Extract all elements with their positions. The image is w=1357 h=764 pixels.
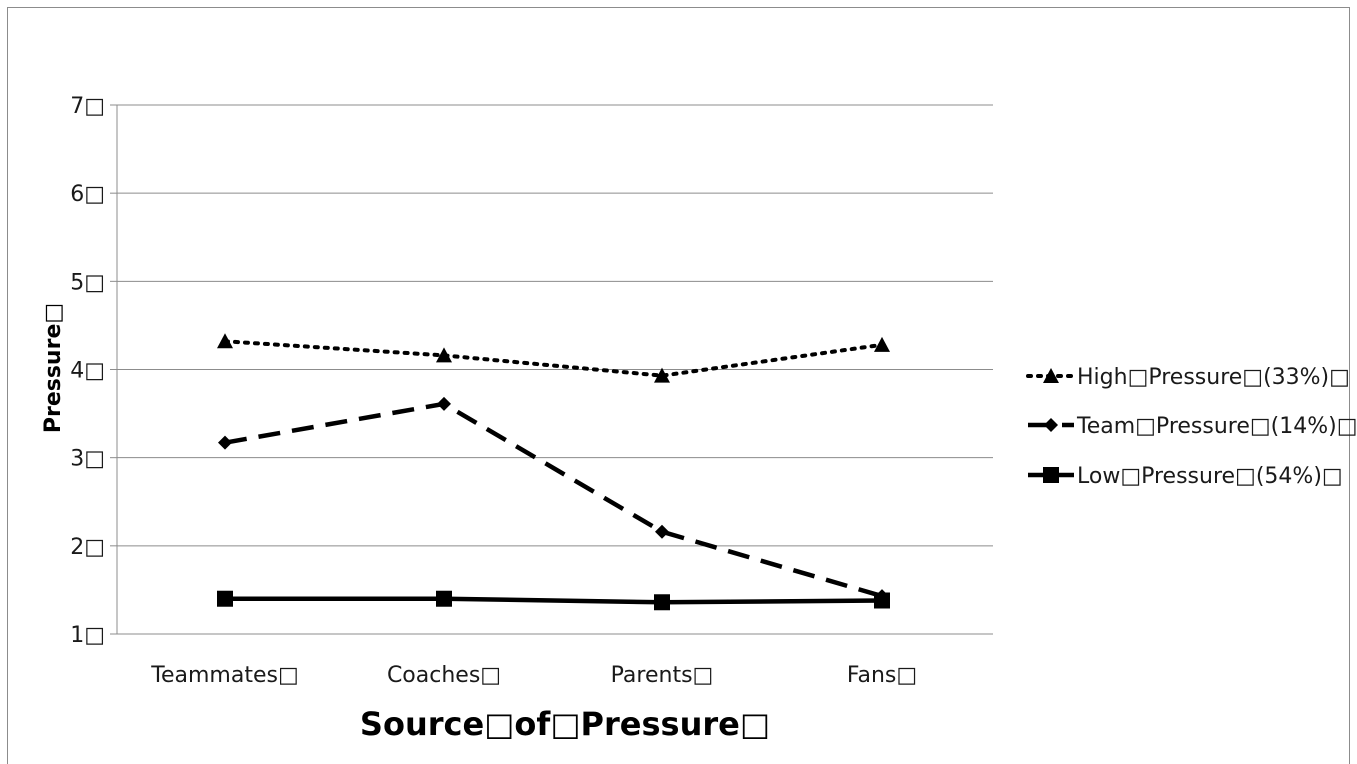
legend-item: High□Pressure□(33%)□ (1026, 365, 1350, 390)
legend-label: Low□Pressure□(54%)□ (1077, 464, 1343, 489)
data-point-marker (654, 594, 670, 611)
series-line (225, 596, 883, 605)
data-point-marker (217, 590, 233, 607)
chart-frame (7, 7, 1350, 764)
y-tick-label: 4□ (70, 359, 105, 384)
data-point-marker (654, 367, 670, 383)
y-tick-label: 3□ (70, 447, 105, 472)
x-tick-label: Fans□ (847, 663, 917, 688)
legend-item: Low□Pressure□(54%)□ (1028, 464, 1343, 489)
series-lines (217, 333, 890, 611)
y-tick-label: 5□ (70, 270, 105, 295)
data-point-marker (218, 435, 232, 450)
y-tick-labels: 1□ 2□ 3□ 4□ 5□ 6□ 7□ (70, 94, 105, 648)
y-tick-label: 7□ (70, 94, 105, 119)
legend-marker (1043, 467, 1059, 483)
x-tick-label: Coaches□ (387, 663, 501, 688)
legend-label: High□Pressure□(33%)□ (1077, 365, 1350, 390)
data-point-marker (437, 396, 451, 411)
x-tick-label: Parents□ (611, 663, 714, 688)
y-tick-label: 2□ (70, 535, 105, 560)
x-axis-label: Source□of□Pressure□ (360, 705, 770, 743)
legend-item: Team□Pressure□(14%)□ (1028, 414, 1357, 439)
x-tick-labels: Teammates□ Coaches□ Parents□ Fans□ (150, 663, 917, 688)
series-line (224, 401, 883, 599)
data-point-marker (217, 333, 233, 349)
series-diamond (218, 396, 889, 604)
data-point-marker (655, 524, 669, 539)
y-axis-label: Pressure□ (41, 303, 66, 433)
data-point-marker (436, 347, 452, 363)
series-square (217, 590, 890, 611)
x-tick-label: Teammates□ (150, 663, 298, 688)
series-triangle (217, 333, 890, 383)
legend-marker (1044, 418, 1058, 432)
gridlines (110, 104, 993, 635)
data-point-marker (436, 590, 452, 607)
legend-marker (1043, 368, 1059, 383)
series-line (223, 339, 884, 378)
y-tick-label: 6□ (70, 182, 105, 207)
legend-label: Team□Pressure□(14%)□ (1076, 414, 1357, 439)
y-tick-label: 1□ (70, 623, 105, 648)
data-point-marker (874, 336, 890, 352)
legend: High□Pressure□(33%)□ Team□Pressure□(14%)□… (1026, 365, 1357, 489)
data-point-marker (874, 592, 890, 609)
